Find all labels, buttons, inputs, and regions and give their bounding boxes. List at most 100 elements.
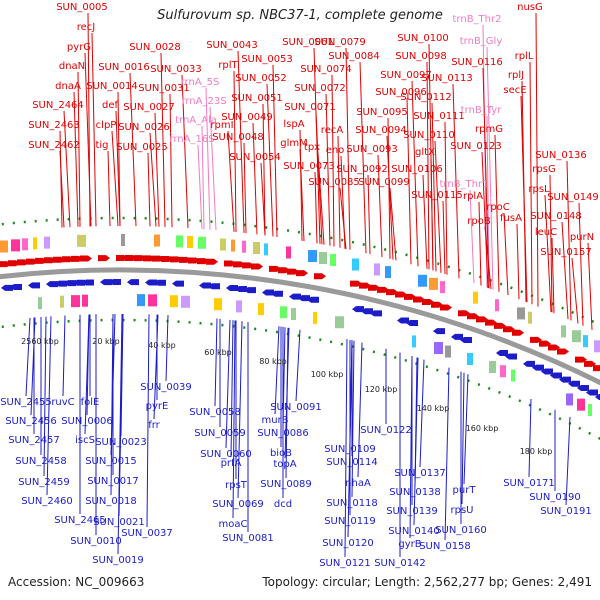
reverse-leader-line bbox=[25, 317, 31, 397]
reverse-gene-arrow bbox=[370, 310, 382, 317]
forward-gene-arrow bbox=[296, 270, 308, 277]
reverse-gene-label: SUN_0119 bbox=[324, 516, 376, 527]
reverse-leader-line bbox=[110, 314, 114, 496]
topology-summary: Topology: circular; Length: 2,562,277 bp… bbox=[262, 575, 592, 589]
forward-gene-label: SUN_0026 bbox=[118, 122, 170, 133]
reverse-leader-line bbox=[84, 314, 90, 435]
cog-block-outer bbox=[242, 240, 246, 253]
cog-block-inner bbox=[170, 295, 178, 308]
forward-gene-label: SUN_2463 bbox=[28, 120, 80, 131]
forward-leader-line bbox=[481, 151, 489, 288]
forward-gene-label: SUN_0115 bbox=[411, 190, 463, 201]
cog-block-outer bbox=[176, 235, 183, 248]
forward-leader-line bbox=[129, 72, 137, 227]
forward-gene-label: rplA bbox=[463, 191, 483, 202]
forward-leader-line bbox=[147, 152, 151, 227]
forward-gene-label: SUN_0084 bbox=[328, 51, 380, 62]
forward-leader-line bbox=[227, 130, 235, 232]
reverse-gene-label: purT bbox=[453, 485, 477, 496]
forward-leader-line bbox=[516, 223, 520, 300]
reverse-gene-label: SUN_2459 bbox=[18, 477, 70, 488]
cog-block-outer bbox=[264, 243, 268, 256]
forward-gene-label: SUN_0005 bbox=[56, 2, 108, 13]
reverse-gene-arrow bbox=[586, 389, 598, 396]
reverse-gene-arrow bbox=[550, 372, 562, 379]
cog-block-outer bbox=[374, 263, 380, 276]
forward-leader-line bbox=[266, 83, 274, 237]
forward-leader-line bbox=[561, 221, 569, 320]
reverse-gene-arrow bbox=[496, 350, 508, 357]
cog-block-inner bbox=[258, 303, 264, 316]
forward-leader-line bbox=[154, 112, 160, 227]
reverse-gene-arrow bbox=[532, 364, 544, 371]
cog-block-outer bbox=[473, 291, 478, 304]
position-tick-label: 20 kbp bbox=[92, 337, 120, 346]
cog-block-inner bbox=[467, 352, 473, 365]
cog-block-outer bbox=[429, 277, 438, 290]
reverse-leader-line bbox=[117, 313, 123, 555]
forward-gene-label: trnB_Gly bbox=[460, 36, 503, 47]
cog-block-outer bbox=[154, 234, 160, 247]
forward-leader-line bbox=[486, 46, 494, 290]
cog-block-outer bbox=[187, 236, 193, 249]
cog-block-outer bbox=[308, 250, 317, 263]
reverse-gene-arrow bbox=[208, 283, 220, 290]
reverse-leader-line bbox=[409, 355, 413, 539]
position-tick-label: 60 kbp bbox=[204, 348, 232, 357]
forward-gene-label: rrnA_5S bbox=[181, 77, 220, 88]
reverse-leader-line bbox=[230, 320, 234, 458]
forward-gene-label: trnB_Thr1 bbox=[440, 179, 489, 190]
reverse-gene-label: SUN_0015 bbox=[85, 456, 137, 467]
reverse-gene-label: SUN_0118 bbox=[326, 498, 378, 509]
reverse-gene-label: SUN_0060 bbox=[200, 449, 252, 460]
cog-block-inner bbox=[489, 360, 496, 373]
cog-block-inner bbox=[82, 294, 88, 307]
forward-leader-line bbox=[387, 117, 391, 259]
cog-block-outer bbox=[528, 311, 532, 324]
forward-leader-line bbox=[325, 93, 331, 246]
forward-gene-label: purN bbox=[570, 232, 594, 243]
reverse-gene-arrow bbox=[172, 280, 184, 287]
reverse-gene-label: SUN_0037 bbox=[121, 528, 173, 539]
forward-gene-label: SUN_0092 bbox=[336, 164, 388, 175]
reverse-leader-line bbox=[565, 416, 571, 506]
reverse-gene-label: SUN_0017 bbox=[87, 476, 139, 487]
reverse-gene-arrow bbox=[244, 287, 256, 294]
forward-gene-label: SUN_0054 bbox=[229, 152, 281, 163]
gene-bands bbox=[0, 216, 600, 441]
forward-gene-label: SUN_0097 bbox=[380, 70, 432, 81]
reverse-leader-line bbox=[225, 319, 231, 449]
reverse-gene-label: SUN_0158 bbox=[419, 541, 471, 552]
position-tick-label: 120 kbp bbox=[365, 385, 398, 394]
reverse-gene-arrow bbox=[28, 282, 40, 289]
forward-gene-label: leuC bbox=[535, 227, 557, 238]
forward-gene-arrow bbox=[98, 255, 110, 262]
forward-leader-line bbox=[63, 110, 71, 228]
forward-gene-label: rpmG bbox=[475, 124, 503, 135]
reverse-leader-line bbox=[153, 314, 159, 420]
forward-gene-label: rrnA_16S bbox=[169, 134, 214, 145]
forward-gene-label: eno bbox=[326, 145, 345, 156]
cog-block-outer bbox=[121, 234, 125, 247]
reverse-gene-label: SUN_0021 bbox=[93, 517, 145, 528]
forward-gene-label: SUN_0113 bbox=[421, 73, 473, 84]
reverse-gene-arrow bbox=[55, 280, 67, 287]
forward-gene-label: SUN_0052 bbox=[235, 73, 287, 84]
reverse-leader-line bbox=[62, 315, 66, 397]
reverse-gene-arrow bbox=[271, 290, 283, 297]
forward-leader-line bbox=[389, 187, 397, 261]
cog-block-outer bbox=[572, 330, 581, 343]
forward-leader-line bbox=[345, 47, 351, 250]
reverse-gene-label: SUN_0059 bbox=[194, 428, 246, 439]
forward-gene-arrow bbox=[251, 263, 263, 270]
cog-block-outer bbox=[11, 239, 20, 252]
forward-gene-label: SUN_0095 bbox=[356, 107, 408, 118]
reverse-gene-arrow bbox=[127, 279, 139, 286]
reverse-leader-line bbox=[413, 357, 419, 526]
reverse-leader-line bbox=[419, 359, 425, 468]
forward-leader-line bbox=[482, 67, 490, 289]
cog-block-outer bbox=[231, 239, 235, 252]
reverse-leader-line bbox=[232, 320, 236, 519]
reverse-gene-label: dcd bbox=[274, 499, 292, 510]
position-tick-label: 2560 kbp bbox=[21, 337, 59, 346]
